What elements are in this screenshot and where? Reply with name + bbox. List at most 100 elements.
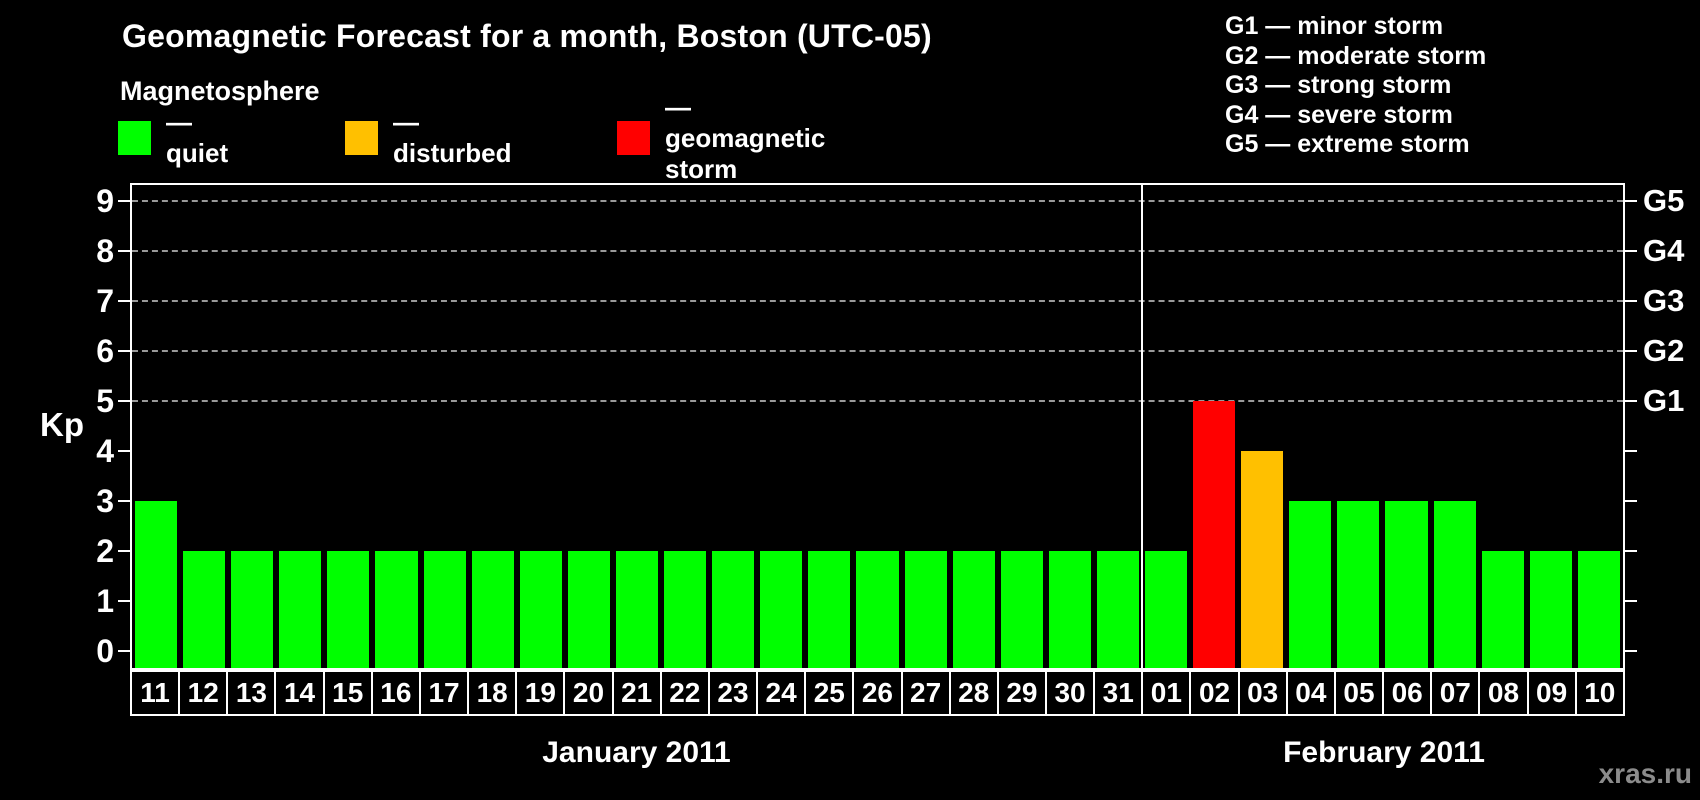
kp-bar-january-20 <box>567 551 610 668</box>
kp-bar-january-29 <box>1000 551 1043 668</box>
kp-bar-january-23 <box>712 551 755 668</box>
day-label-january-21: 21 <box>611 670 662 716</box>
day-label-february-09: 09 <box>1526 670 1577 716</box>
g-tick-label-g2: G2 <box>1643 333 1685 368</box>
kp-bar-january-28 <box>952 551 995 668</box>
day-label-january-23: 23 <box>707 670 759 716</box>
kp-bar-january-17 <box>423 551 466 668</box>
kp-bar-january-16 <box>375 551 418 668</box>
day-label-february-08: 08 <box>1478 670 1529 716</box>
kp-tick-label-4: 4 <box>96 433 114 469</box>
gridline-kp-8 <box>132 250 1623 252</box>
day-label-february-05: 05 <box>1333 670 1385 716</box>
day-label-january-14: 14 <box>274 670 325 716</box>
kp-bar-january-21 <box>615 551 659 668</box>
kp-bar-january-11 <box>135 501 178 668</box>
right-tick-kp-0 <box>1625 650 1637 652</box>
right-tick-kp-5 <box>1625 400 1637 402</box>
day-label-january-22: 22 <box>659 670 710 716</box>
day-label-january-15: 15 <box>322 670 373 716</box>
kp-bar-february-09 <box>1529 551 1572 668</box>
kp-bar-february-04 <box>1289 501 1332 668</box>
day-label-january-29: 29 <box>996 670 1047 716</box>
kp-tick-label-1: 1 <box>96 583 114 619</box>
day-label-february-02: 02 <box>1189 670 1240 716</box>
day-label-january-25: 25 <box>804 670 855 716</box>
day-label-february-04: 04 <box>1285 670 1336 716</box>
storm-scale-legend: G1 — minor storm G2 — moderate storm G3 — … <box>1225 12 1486 160</box>
day-label-january-11: 11 <box>130 670 181 716</box>
day-label-february-03: 03 <box>1237 670 1288 716</box>
kp-bar-january-12 <box>183 551 226 668</box>
day-label-january-31: 31 <box>1093 670 1144 716</box>
right-tick-kp-3 <box>1625 500 1637 502</box>
legend-swatch-disturbed <box>345 121 378 155</box>
kp-tick-label-3: 3 <box>96 483 114 519</box>
g-tick-label-g3: G3 <box>1643 283 1685 318</box>
right-tick-kp-6 <box>1625 350 1637 352</box>
month-label-january: January 2011 <box>542 736 731 769</box>
gridline-kp-9 <box>132 200 1623 202</box>
kp-bar-january-22 <box>664 551 707 668</box>
x-axis-day-labels: 11 12 13 14 15 16 17 18 19 20 21 22 23 24 25 26 27 28 29 30… <box>130 670 1625 716</box>
kp-bar-january-19 <box>519 551 562 668</box>
day-label-january-13: 13 <box>226 670 277 716</box>
left-tick-kp-8 <box>118 250 130 252</box>
left-tick-kp-7 <box>118 300 130 302</box>
kp-bar-february-02 <box>1193 401 1236 668</box>
day-label-january-28: 28 <box>948 670 999 716</box>
kp-bar-january-26 <box>856 551 899 668</box>
kp-bar-february-06 <box>1385 501 1428 668</box>
left-tick-kp-1 <box>118 600 130 602</box>
kp-bar-february-03 <box>1241 451 1284 668</box>
kp-bar-january-13 <box>231 551 274 668</box>
right-tick-kp-4 <box>1625 450 1637 452</box>
legend-item-storm: — geomagnetic storm <box>617 92 825 184</box>
kp-bar-february-10 <box>1577 551 1620 668</box>
day-label-january-19: 19 <box>515 670 566 716</box>
day-label-january-27: 27 <box>900 670 951 716</box>
kp-tick-label-8: 8 <box>96 233 114 269</box>
magnetosphere-label: Magnetosphere <box>120 76 320 106</box>
plot-inner <box>118 185 1637 668</box>
kp-bar-series <box>132 185 1623 668</box>
kp-tick-label-2: 2 <box>96 533 114 569</box>
right-tick-kp-9 <box>1625 200 1637 202</box>
legend-label: — disturbed <box>393 107 512 168</box>
legend-item-quiet: — quiet <box>118 107 228 168</box>
storm-scale-line: G1 — minor storm <box>1225 12 1444 40</box>
left-tick-kp-2 <box>118 550 130 552</box>
g-tick-label-g1: G1 <box>1643 383 1685 418</box>
legend-label: — geomagnetic storm <box>665 91 826 184</box>
kp-tick-label-7: 7 <box>96 283 114 319</box>
g-tick-label-g4: G4 <box>1643 233 1685 268</box>
right-tick-kp-1 <box>1625 600 1637 602</box>
kp-bar-february-08 <box>1481 551 1524 668</box>
day-label-january-20: 20 <box>563 670 614 716</box>
kp-bar-january-24 <box>760 551 803 668</box>
kp-tick-label-9: 9 <box>96 183 114 219</box>
g-tick-label-g5: G5 <box>1643 183 1685 218</box>
left-tick-kp-0 <box>118 650 130 652</box>
kp-bar-february-05 <box>1337 501 1380 668</box>
storm-scale-line: G4 — severe storm <box>1225 100 1453 129</box>
legend-swatch-quiet <box>118 121 151 155</box>
day-label-february-01: 01 <box>1141 670 1192 716</box>
right-tick-kp-8 <box>1625 250 1637 252</box>
gridline-kp-5 <box>132 400 1623 402</box>
kp-bar-january-25 <box>808 551 851 668</box>
kp-tick-label-0: 0 <box>96 633 114 669</box>
kp-bar-february-07 <box>1433 501 1476 668</box>
day-label-january-16: 16 <box>370 670 421 716</box>
kp-bar-january-15 <box>327 551 370 668</box>
kp-bar-january-31 <box>1096 551 1139 668</box>
left-tick-kp-6 <box>118 350 130 352</box>
day-label-february-10: 10 <box>1574 670 1625 716</box>
left-tick-kp-9 <box>118 200 130 202</box>
chart-title: Geomagnetic Forecast for a month, Boston… <box>122 18 932 54</box>
y-axis-title: Kp <box>40 406 84 443</box>
storm-scale-line: G5 — extreme storm <box>1225 130 1470 158</box>
kp-bar-january-14 <box>279 551 322 668</box>
day-label-january-30: 30 <box>1044 670 1096 716</box>
storm-scale-line: G3 — strong storm <box>1225 71 1452 99</box>
